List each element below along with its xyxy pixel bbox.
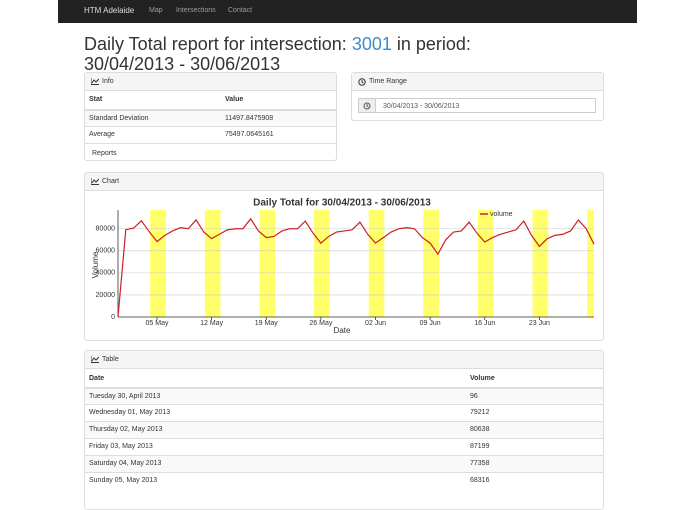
panel-footer: Reports (85, 143, 336, 160)
chart-panel: Chart (84, 172, 604, 341)
cell: 96 (470, 393, 478, 400)
weekend-band (259, 210, 276, 317)
panel-heading: Table (85, 351, 603, 369)
icon (91, 356, 99, 363)
panel-heading: Chart (85, 173, 603, 191)
x-tick-label: 26 May (309, 320, 332, 327)
cell: Saturday 04, May 2013 (89, 460, 162, 467)
table-row: Wednesday 01, May 2013 79212 (85, 404, 603, 421)
cell: 80638 (470, 426, 490, 433)
table-row: Standard Deviation 11497.8475908 (85, 109, 336, 126)
panel-heading: Time Range (352, 73, 603, 91)
y-tick-label: 20000 (96, 292, 116, 299)
weekend-band (477, 210, 494, 317)
cell: Average (89, 131, 115, 138)
panel-title: Time Range (369, 78, 407, 85)
x-tick-label: 02 Jun (365, 320, 386, 327)
page: HTM Adelaide Map Intersections Contact D… (58, 0, 637, 510)
panel-title: Chart (102, 178, 120, 185)
table-row: Saturday 04, May 2013 77358 (85, 455, 603, 472)
cell: Standard Deviation (89, 115, 149, 122)
table-header: Stat Value (85, 91, 336, 108)
table-panel: Table Date Volume Tuesday 30, April 2013… (84, 350, 604, 510)
x-axis-label: Date (334, 326, 351, 335)
title-suffix: in period: 30/04/2013 - 30/06/2013 (84, 34, 471, 74)
data-line (117, 217, 595, 317)
icon (91, 78, 99, 85)
y-tick-label: 60000 (96, 248, 116, 255)
legend-label: volume (490, 211, 513, 218)
panel-heading: Info (85, 73, 336, 91)
brand[interactable]: HTM Adelaide (84, 6, 135, 15)
chart: Daily Total for 30/04/2013 - 30/06/2013 … (91, 198, 595, 335)
nav-link[interactable]: Intersections (176, 7, 216, 14)
input-value: 30/04/2013 - 30/06/2013 (383, 103, 460, 110)
table-row: Tuesday 30, April 2013 96 (85, 387, 603, 404)
cell: Wednesday 01, May 2013 (89, 409, 171, 416)
icon (363, 102, 371, 110)
time-range-panel: Time Range 30/04/2013 - 30/06/2013 (351, 72, 604, 121)
weekend-band (368, 210, 385, 317)
column-header: Value (225, 96, 244, 103)
panel-title: Table (102, 356, 119, 363)
reports-link[interactable]: Reports (92, 150, 117, 157)
intersection-id[interactable]: 3001 (351, 34, 392, 54)
column-header: Volume (470, 375, 495, 382)
nav-link[interactable]: Map (149, 7, 163, 14)
weekend-band (423, 210, 439, 317)
x-tick-label: 12 May (200, 320, 223, 327)
chart-title: Daily Total for 30/04/2013 - 30/06/2013 (253, 198, 431, 209)
date-range-input[interactable]: 30/04/2013 - 30/06/2013 (376, 98, 596, 113)
title-prefix: Daily Total report for intersection: (84, 34, 347, 54)
table-row: Thursday 02, May 2013 80638 (85, 421, 603, 438)
cell: Tuesday 30, April 2013 (89, 393, 161, 400)
table-header: Date Volume (85, 370, 603, 387)
cell: Thursday 02, May 2013 (89, 426, 163, 433)
table-row: Friday 03, May 2013 87199 (85, 438, 603, 455)
input-addon (358, 98, 376, 113)
nav-link[interactable]: Contact (228, 7, 253, 14)
cell: 79212 (470, 409, 490, 416)
panel-title: Info (102, 78, 114, 85)
cell: 77358 (470, 460, 490, 467)
column-header: Date (89, 375, 105, 382)
table-row: Average 75497.0645161 (85, 126, 336, 143)
y-tick-label: 80000 (96, 226, 116, 233)
navbar: HTM Adelaide Map Intersections Contact (58, 0, 637, 23)
cell: Sunday 05, May 2013 (89, 477, 158, 484)
x-tick-label: 09 Jun (420, 320, 441, 327)
info-panel: Info Stat Value Standard Deviation 11497… (84, 72, 337, 161)
cell: 75497.0645161 (225, 131, 274, 138)
weekend-band (150, 210, 166, 317)
icon (91, 178, 99, 185)
weekend-band (532, 210, 549, 317)
weekend-band (587, 210, 594, 317)
y-tick-label: 0 (111, 314, 115, 321)
cell: 87199 (470, 443, 490, 450)
column-header: Stat (89, 96, 103, 103)
cell: 68316 (470, 477, 490, 484)
x-tick-label: 16 Jun (474, 320, 495, 327)
x-tick-label: 23 Jun (529, 320, 550, 327)
x-tick-label: 05 May (146, 320, 169, 327)
cell: Friday 03, May 2013 (89, 443, 153, 450)
weekend-band (314, 210, 330, 317)
table-row: Sunday 05, May 2013 68316 (85, 472, 603, 489)
y-tick-label: 40000 (96, 270, 116, 277)
x-tick-label: 19 May (255, 320, 278, 327)
icon (358, 78, 366, 86)
y-axis-label: Volume (91, 251, 100, 278)
cell: 11497.8475908 (225, 115, 274, 122)
weekend-band (204, 210, 221, 317)
page-title: Daily Total report for intersection: 300… (84, 34, 564, 74)
